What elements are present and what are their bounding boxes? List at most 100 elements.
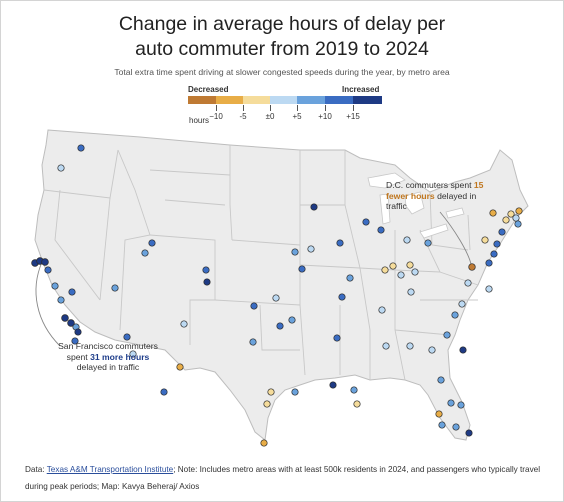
legend-increased-label: Increased [342, 85, 380, 94]
legend-swatch-3 [243, 96, 270, 104]
metro-dot [406, 342, 414, 350]
footer-data-label: Data: [25, 465, 47, 474]
metro-dot [362, 218, 370, 226]
metro-dot [481, 236, 489, 244]
metro-dot [457, 401, 465, 409]
metro-dot [403, 236, 411, 244]
metro-dot [447, 399, 455, 407]
metro-dot [176, 363, 184, 371]
metro-dot [310, 203, 318, 211]
legend-tick [243, 105, 244, 111]
legend-tick-label: +15 [346, 112, 360, 121]
source-link[interactable]: Texas A&M Transportation Institute [46, 465, 174, 474]
metro-dot [424, 239, 432, 247]
metro-dot [263, 400, 271, 408]
legend-tick [216, 105, 217, 111]
metro-dot [381, 266, 389, 274]
metro-dot [123, 333, 131, 341]
legend-unit-label: hours [189, 116, 210, 125]
metro-dot [141, 249, 149, 257]
metro-dot [307, 245, 315, 253]
metro-dot [129, 350, 137, 358]
metro-dot [515, 207, 523, 215]
metro-dot [489, 209, 497, 217]
metro-dot [68, 288, 76, 296]
metro-dot [493, 240, 501, 248]
dc-annotation-text-end: delayed in traffic [386, 190, 477, 212]
legend-swatch-7 [353, 96, 382, 104]
metro-dot [512, 214, 520, 222]
metro-dot [485, 259, 493, 267]
legend-tick-label: −10 [209, 112, 223, 121]
footer-note-text: ; Note: Includes metro areas with at lea… [25, 465, 541, 491]
sf-annotation-text: San Francisco commuters spent [58, 341, 158, 362]
metro-dot [490, 250, 498, 258]
metro-dot [74, 328, 82, 336]
metro-dot [459, 346, 467, 354]
metro-dot [346, 274, 354, 282]
metro-dot [298, 265, 306, 273]
legend-tick [325, 105, 326, 111]
metro-dot [71, 337, 79, 345]
metro-dot [502, 216, 510, 224]
legend-tick-label: -5 [239, 112, 247, 121]
metro-dot [202, 266, 210, 274]
metro-dot [397, 271, 405, 279]
metro-dot [406, 261, 414, 269]
dc-annotation-text: D.C. commuters spent [386, 180, 474, 190]
metro-dot [203, 278, 211, 286]
metro-dot [61, 314, 69, 322]
metro-dot [57, 164, 65, 172]
chart-title-line-2: auto commuter from 2019 to 2024 [135, 38, 429, 60]
sf-leader-line [35, 261, 61, 347]
metro-dot [338, 293, 346, 301]
metro-dot [288, 316, 296, 324]
metro-dot [507, 210, 515, 218]
metro-dot [378, 306, 386, 314]
metro-dot [498, 228, 506, 236]
legend-tick-label: +5 [292, 112, 302, 121]
dc-annotation-highlight: 15 fewer hours [386, 180, 484, 201]
legend-swatch-6 [325, 96, 353, 104]
metro-dot [377, 226, 385, 234]
metro-dot [437, 376, 445, 384]
metro-dot [148, 239, 156, 247]
legend-swatch-5 [297, 96, 325, 104]
metro-dot [180, 320, 188, 328]
chart-subtitle: Total extra time spent driving at slower… [114, 67, 450, 77]
metro-dot [329, 381, 337, 389]
metro-dot [382, 342, 390, 350]
metro-dot [468, 263, 476, 271]
legend-tick [297, 105, 298, 111]
metro-dot [272, 294, 280, 302]
metro-dot [411, 268, 419, 276]
metro-dot [353, 400, 361, 408]
metro-dots [31, 144, 523, 447]
metro-dot [260, 439, 268, 447]
us-landmass [34, 129, 529, 441]
metro-dot [333, 334, 341, 342]
dc-annotation: D.C. commuters spent 15 fewer hours dela… [386, 180, 494, 212]
metro-dot [458, 300, 466, 308]
metro-dot [249, 338, 257, 346]
great-lakes [367, 172, 465, 239]
dc-leader-line [439, 211, 472, 265]
metro-dot [51, 282, 59, 290]
metro-dot [464, 279, 472, 287]
metro-dot [514, 220, 522, 228]
metro-dot [485, 285, 493, 293]
metro-dot [291, 248, 299, 256]
metro-dot [389, 262, 397, 270]
sf-annotation: San Francisco commuters spent 31 more ho… [58, 341, 158, 373]
footer-note: Data: Texas A&M Transportation Institute… [25, 461, 555, 495]
legend-decreased-label: Decreased [188, 85, 229, 94]
sf-annotation-highlight: 31 more hours [90, 351, 150, 362]
metro-dot [443, 331, 451, 339]
metro-dot [250, 302, 258, 310]
metro-dot [57, 296, 65, 304]
metro-dot [67, 319, 75, 327]
metro-dot [276, 322, 284, 330]
legend-swatch-1 [188, 96, 216, 104]
metro-dot [438, 421, 446, 429]
